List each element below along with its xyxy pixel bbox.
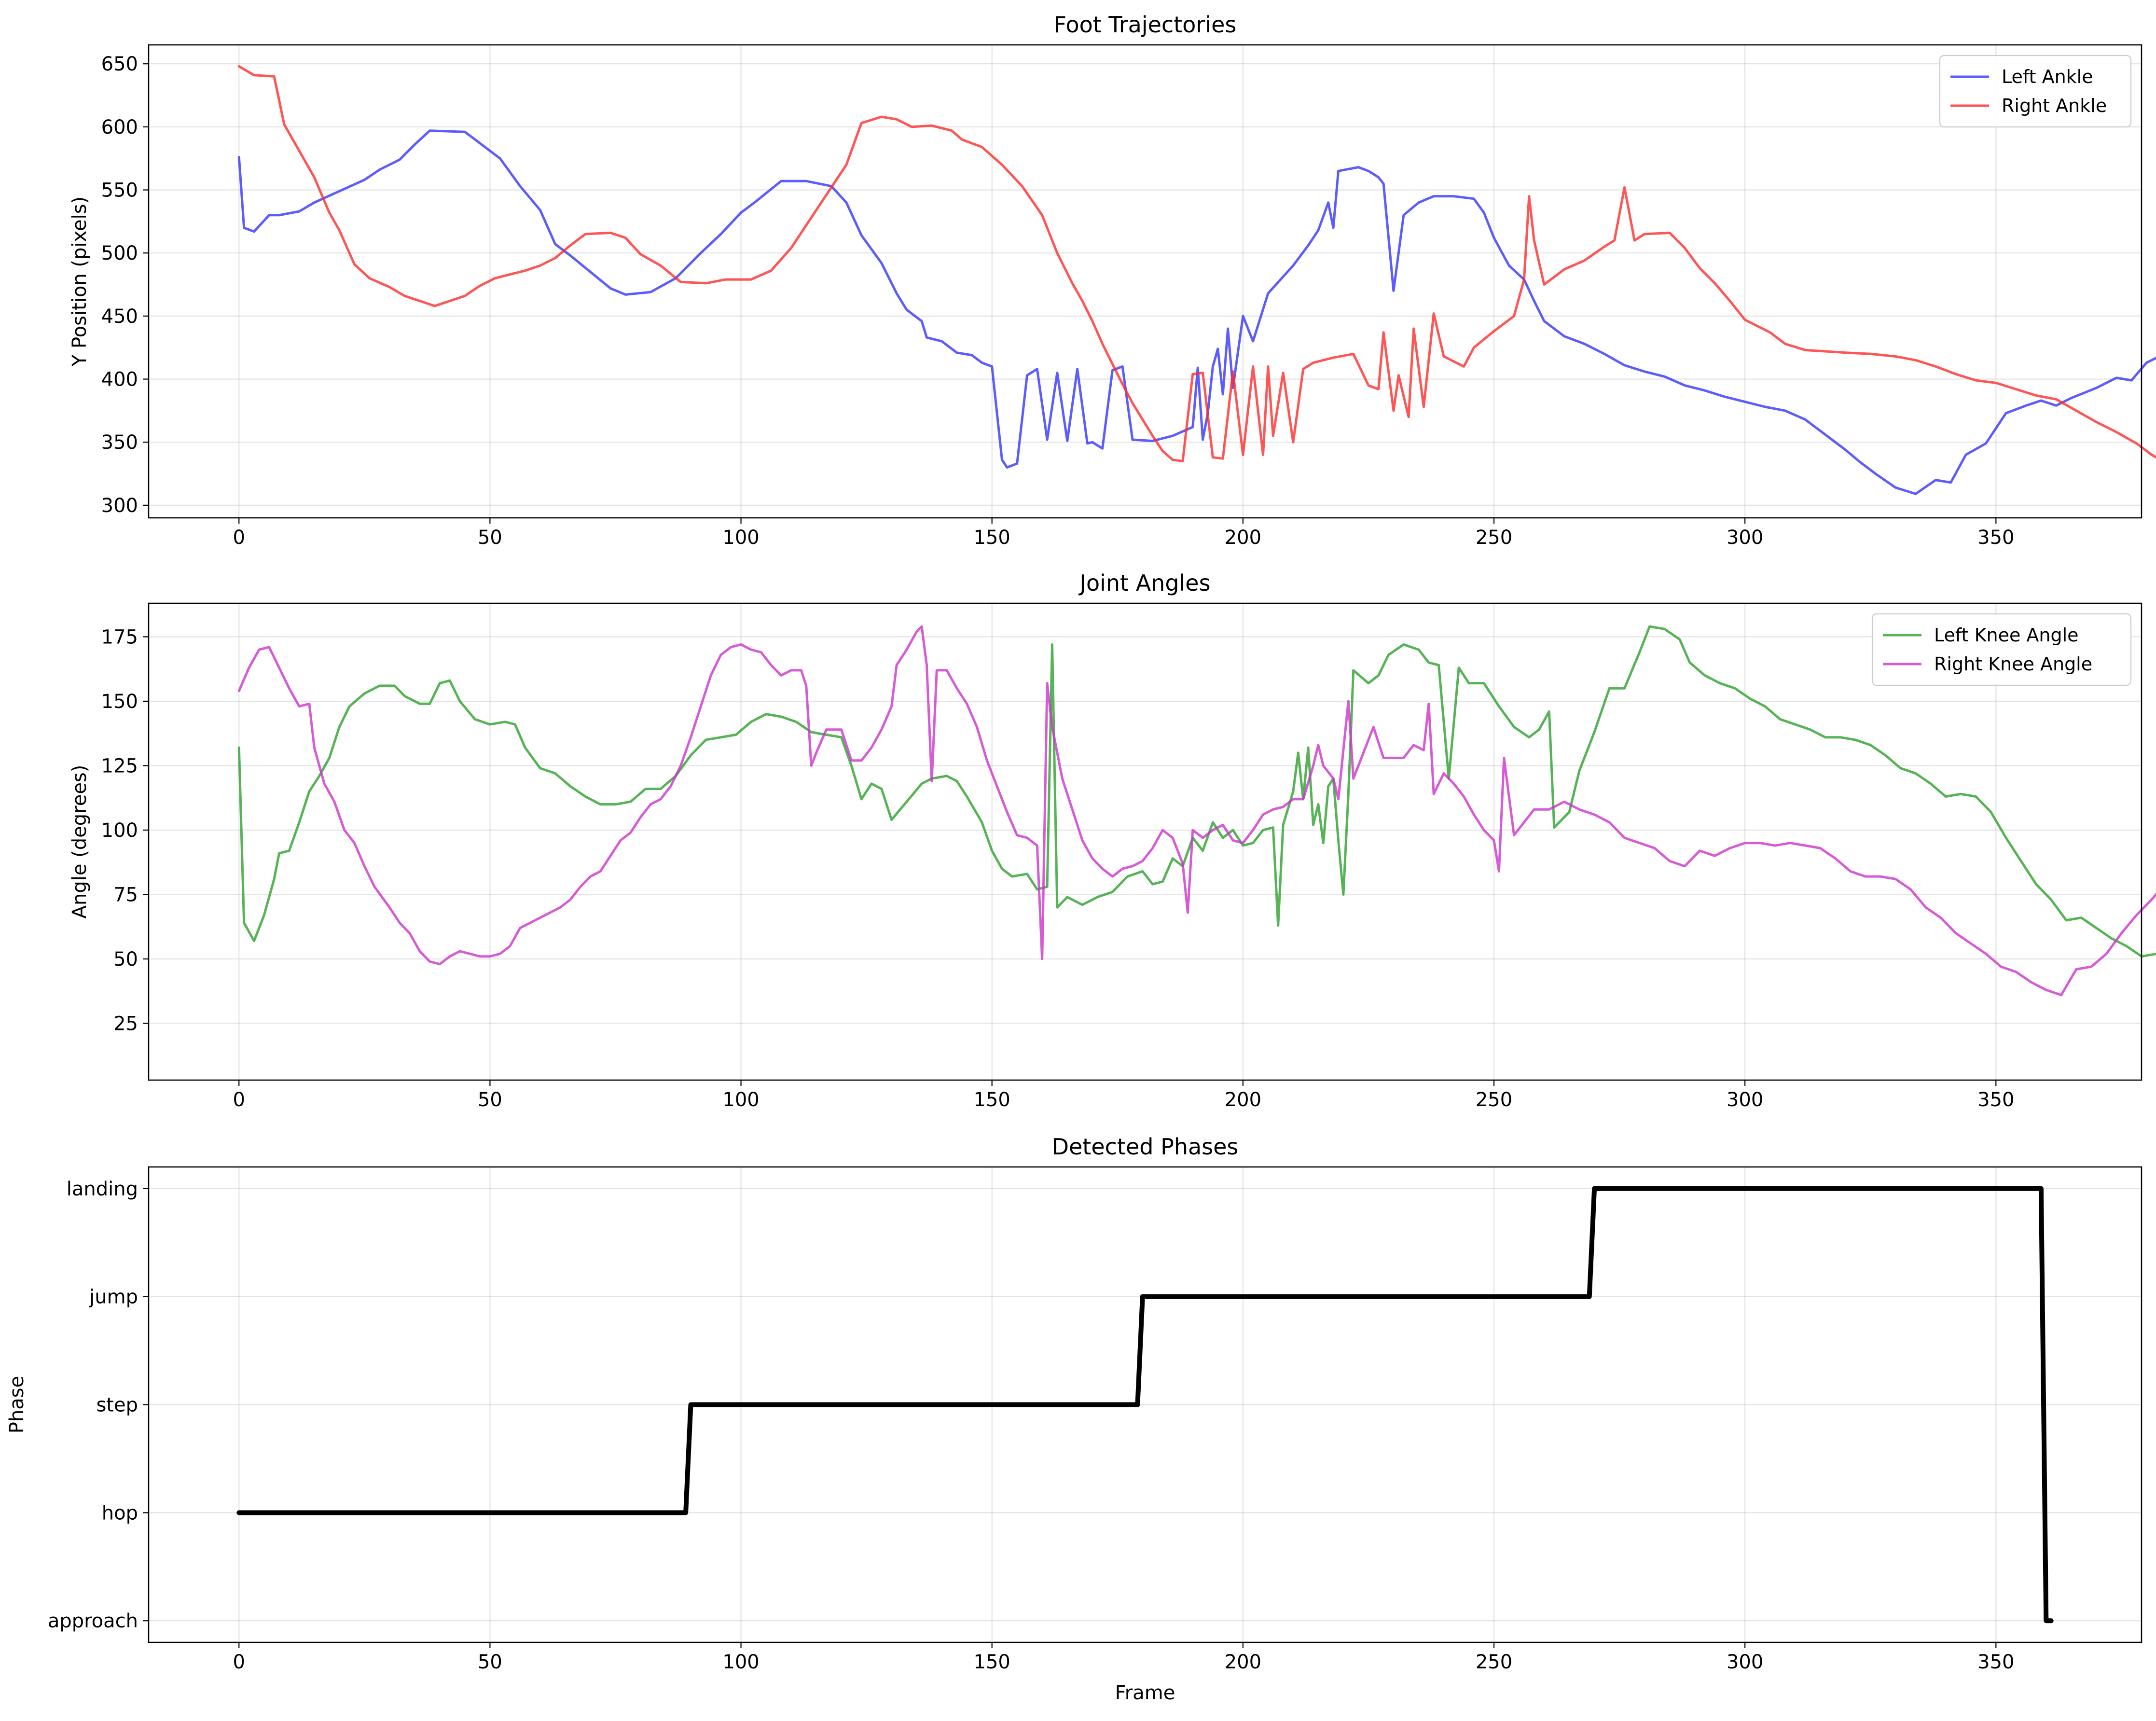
series-lines bbox=[237, 625, 2156, 997]
x-tick-label: 300 bbox=[1727, 1089, 1763, 1111]
y-axis-label: Phase bbox=[6, 1376, 28, 1433]
y-axis-label: Y Position (pixels) bbox=[69, 196, 91, 367]
legend-box bbox=[1871, 613, 2132, 686]
ticks: 0 50 100 150 200 250 300 350 300 350 400 450 500 550 6… bbox=[101, 53, 2015, 549]
series-line-left-knee-angle bbox=[237, 625, 2156, 958]
y-tick-label: hop bbox=[102, 1502, 138, 1524]
y-tick-label: approach bbox=[48, 1610, 138, 1632]
y-tick-label: 175 bbox=[101, 626, 138, 648]
y-tick-label: 75 bbox=[113, 884, 138, 906]
y-axis-label: Angle (degrees) bbox=[69, 765, 91, 919]
axes-frame bbox=[148, 602, 2142, 1081]
legend-label-left-knee-angle: Left Knee Angle bbox=[1934, 625, 2079, 646]
series-line-phase bbox=[236, 1186, 2054, 1624]
detected-phases-panel: Detected Phases Phase Frame 0 50 100 150 200… bbox=[6, 1134, 2142, 1704]
series-line-right-ankle bbox=[237, 65, 2156, 462]
series-line-left-ankle bbox=[237, 129, 2156, 495]
x-tick-label: 50 bbox=[478, 527, 502, 549]
y-tick-label: step bbox=[96, 1394, 138, 1416]
legend-label-right-knee-angle: Right Knee Angle bbox=[1934, 653, 2092, 675]
y-tick-label: 600 bbox=[101, 116, 138, 139]
y-tick-label: 450 bbox=[101, 305, 138, 328]
panel-title: Detected Phases bbox=[1052, 1134, 1239, 1160]
y-tick-label: 25 bbox=[113, 1013, 138, 1035]
x-tick-label: 300 bbox=[1727, 527, 1763, 549]
ticks: 0 50 100 150 200 250 300 350 approach hop step jump… bbox=[48, 1178, 2015, 1673]
x-tick-label: 0 bbox=[233, 1089, 245, 1111]
y-tick-label: landing bbox=[67, 1178, 138, 1200]
x-axis-label: Frame bbox=[1115, 1682, 1175, 1704]
x-tick-label: 150 bbox=[974, 527, 1010, 549]
grid bbox=[149, 603, 2142, 1080]
x-tick-label: 100 bbox=[722, 1651, 759, 1673]
x-tick-label: 350 bbox=[1977, 527, 2014, 549]
series-line-right-knee-angle bbox=[237, 625, 2156, 997]
panel-title: Joint Angles bbox=[1078, 570, 1210, 596]
y-tick-label: 125 bbox=[101, 755, 138, 777]
x-tick-label: 350 bbox=[1977, 1089, 2014, 1111]
series-lines bbox=[237, 65, 2156, 495]
joint-angles-panel: Joint Angles Angle (degrees) Left Knee A… bbox=[69, 570, 2156, 1111]
legend-label-right-ankle: Right Ankle bbox=[2002, 95, 2107, 116]
x-tick-label: 350 bbox=[1977, 1651, 2014, 1673]
x-tick-label: 150 bbox=[974, 1651, 1010, 1673]
y-tick-label: 50 bbox=[113, 948, 138, 971]
ticks: 0 50 100 150 200 250 300 350 25 50 75 100 125 150 175 bbox=[101, 626, 2015, 1111]
grid bbox=[149, 45, 2142, 518]
y-tick-label: 350 bbox=[101, 431, 138, 454]
y-tick-label: 550 bbox=[101, 180, 138, 202]
x-tick-label: 100 bbox=[722, 527, 759, 549]
series-lines bbox=[236, 1186, 2054, 1624]
x-tick-label: 250 bbox=[1476, 1089, 1512, 1111]
x-tick-label: 200 bbox=[1225, 1651, 1261, 1673]
axes-frame bbox=[148, 44, 2142, 519]
legend-label-left-ankle: Left Ankle bbox=[2002, 66, 2093, 87]
y-tick-label: 650 bbox=[101, 53, 138, 75]
x-tick-label: 200 bbox=[1225, 527, 1261, 549]
x-tick-label: 100 bbox=[722, 1089, 759, 1111]
panel-title: Foot Trajectories bbox=[1054, 12, 1237, 38]
x-tick-label: 200 bbox=[1225, 1089, 1261, 1111]
y-tick-label: jump bbox=[89, 1286, 138, 1308]
foot-trajectories-panel: Foot Trajectories Y Position (pixels) Le… bbox=[69, 12, 2156, 549]
y-tick-label: 300 bbox=[101, 495, 138, 517]
y-tick-label: 150 bbox=[101, 691, 138, 713]
x-tick-label: 250 bbox=[1476, 527, 1512, 549]
x-tick-label: 250 bbox=[1476, 1651, 1512, 1673]
x-tick-label: 0 bbox=[233, 1651, 245, 1673]
x-tick-label: 50 bbox=[478, 1651, 502, 1673]
y-tick-label: 500 bbox=[101, 242, 138, 264]
x-tick-label: 300 bbox=[1727, 1651, 1763, 1673]
legend: Left Ankle Right Ankle bbox=[1939, 55, 2132, 128]
y-tick-label: 100 bbox=[101, 819, 138, 842]
x-tick-label: 0 bbox=[233, 527, 245, 549]
x-tick-label: 150 bbox=[974, 1089, 1010, 1111]
x-tick-label: 50 bbox=[478, 1089, 502, 1111]
legend: Left Knee Angle Right Knee Angle bbox=[1871, 613, 2132, 686]
y-tick-label: 400 bbox=[101, 369, 138, 391]
axes-frame bbox=[148, 1166, 2142, 1643]
legend-box bbox=[1939, 55, 2132, 128]
